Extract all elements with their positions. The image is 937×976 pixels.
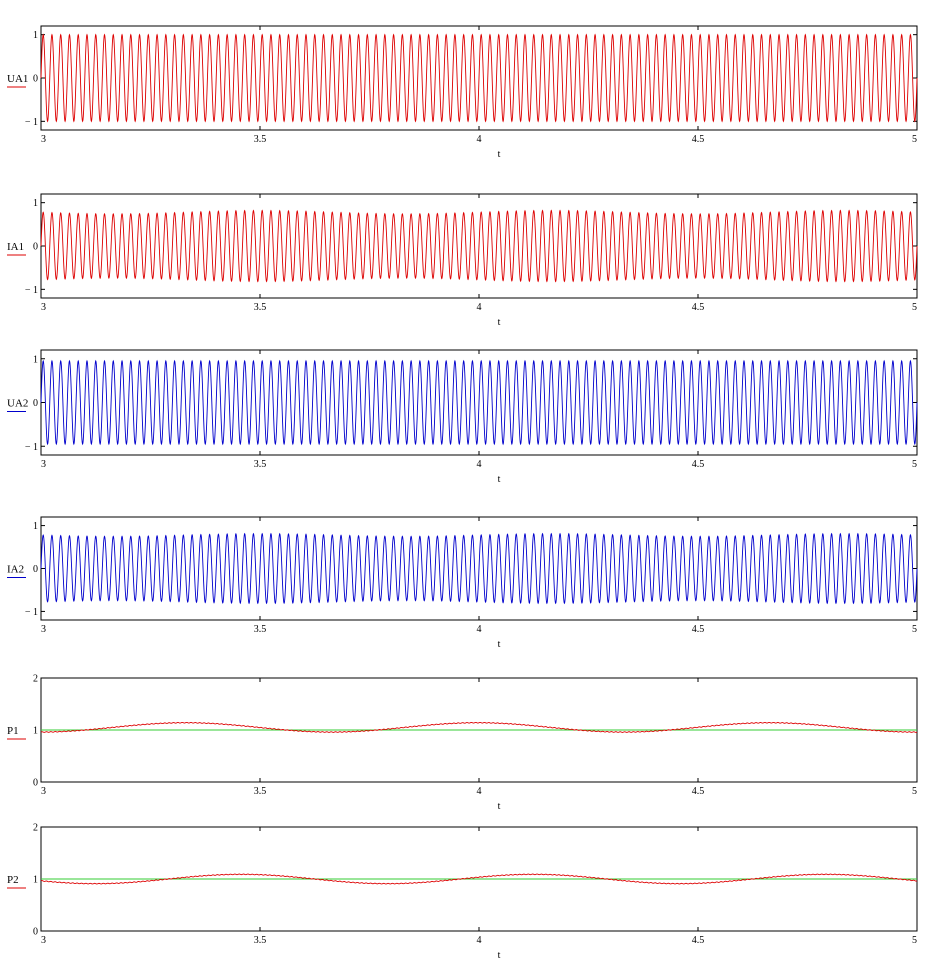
- x-tick-label: 3: [41, 134, 46, 145]
- y-axis-label: UA2: [7, 398, 28, 410]
- x-tick-label: 5: [912, 624, 917, 635]
- y-tick-label: 1: [33, 521, 38, 532]
- chart-ia2: 3 3.5 4 4.5 5 − 1 0 1 t IA2: [7, 516, 918, 650]
- y-tick-label: − 1: [25, 285, 38, 296]
- x-tick-label: 3: [41, 459, 46, 470]
- x-tick-label: 4.5: [692, 935, 705, 946]
- x-axis-label: t: [498, 639, 501, 650]
- series-line-p2: [40, 873, 918, 885]
- x-tick-label: 3: [41, 935, 46, 946]
- y-tick-label: 2: [33, 674, 38, 685]
- y-tick-label: 0: [33, 564, 38, 575]
- x-tick-label: 3.5: [254, 786, 267, 797]
- y-axis-label: P2: [7, 874, 19, 886]
- series-line-ua1: [40, 33, 918, 123]
- x-tick-label: 4.5: [692, 624, 705, 635]
- y-tick-label: − 1: [25, 117, 38, 128]
- x-tick-label: 4: [477, 624, 482, 635]
- x-tick-label: 4.5: [692, 786, 705, 797]
- x-tick-label: 3.5: [254, 459, 267, 470]
- x-tick-label: 3: [41, 624, 46, 635]
- y-tick-label: 1: [33, 198, 38, 209]
- x-tick-label: 5: [912, 459, 917, 470]
- x-axis-label: t: [498, 801, 501, 812]
- x-tick-label: 3.5: [254, 302, 267, 313]
- x-tick-label: 3.5: [254, 134, 267, 145]
- x-tick-label: 5: [912, 786, 917, 797]
- y-tick-label: − 1: [25, 607, 38, 618]
- y-axis-label: P1: [7, 725, 19, 737]
- y-tick-label: 0: [33, 74, 38, 85]
- y-axis-label: IA2: [7, 564, 24, 576]
- x-tick-label: 5: [912, 935, 917, 946]
- x-tick-label: 5: [912, 302, 917, 313]
- y-axis-label: IA1: [7, 241, 24, 253]
- x-tick-label: 4: [477, 302, 482, 313]
- x-tick-label: 3: [41, 302, 46, 313]
- y-tick-label: 2: [33, 823, 38, 834]
- y-tick-label: 0: [33, 242, 38, 253]
- x-axis-label: t: [498, 149, 501, 160]
- series-line-ua2: [40, 359, 918, 446]
- x-tick-label: 4.5: [692, 302, 705, 313]
- series-line-ia1: [40, 209, 918, 283]
- chart-ia1: 3 3.5 4 4.5 5 − 1 0 1 t IA1: [7, 193, 918, 328]
- chart-ua1: 3 3.5 4 4.5 5 − 1 0 1 t UA1: [7, 25, 918, 160]
- x-tick-label: 4: [477, 935, 482, 946]
- chart-p1: 3 3.5 4 4.5 5 0 1 2 t P1: [7, 674, 918, 812]
- x-tick-label: 4: [477, 134, 482, 145]
- y-tick-label: 1: [33, 726, 38, 737]
- y-axis-label: UA1: [7, 73, 28, 85]
- chart-ua2: 3 3.5 4 4.5 5 − 1 0 1 t UA2: [7, 349, 918, 485]
- y-tick-label: 0: [33, 927, 38, 938]
- x-tick-label: 5: [912, 134, 917, 145]
- y-tick-label: − 1: [25, 442, 38, 453]
- x-axis-label: t: [498, 950, 501, 961]
- y-tick-label: 1: [33, 30, 38, 41]
- y-tick-label: 1: [33, 875, 38, 886]
- x-tick-label: 4.5: [692, 459, 705, 470]
- y-tick-label: 1: [33, 354, 38, 365]
- x-tick-label: 4.5: [692, 134, 705, 145]
- x-axis-label: t: [498, 474, 501, 485]
- series-line-ia2: [40, 532, 918, 605]
- x-axis-label: t: [498, 317, 501, 328]
- x-tick-label: 3.5: [254, 624, 267, 635]
- y-tick-label: 0: [33, 398, 38, 409]
- x-tick-label: 3.5: [254, 935, 267, 946]
- y-tick-label: 0: [33, 778, 38, 789]
- series-line-p1: [40, 721, 918, 733]
- x-tick-label: 3: [41, 786, 46, 797]
- x-tick-label: 4: [477, 459, 482, 470]
- chart-p2: 3 3.5 4 4.5 5 0 1 2 t P2: [7, 823, 918, 961]
- x-tick-label: 4: [477, 786, 482, 797]
